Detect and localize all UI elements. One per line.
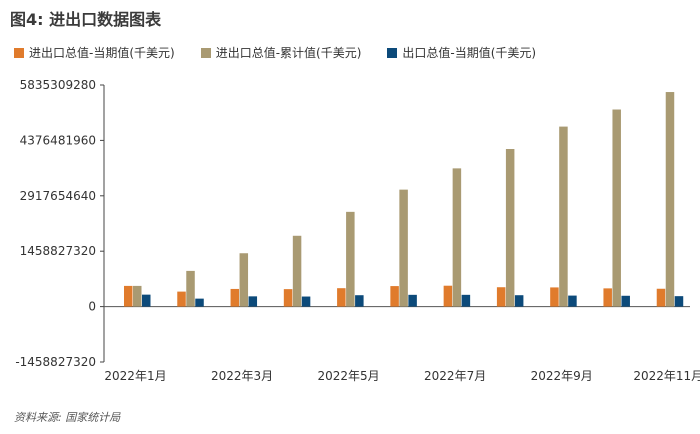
bar-series-1 xyxy=(390,286,399,307)
bar-series-2 xyxy=(399,189,408,307)
x-tick-label: 2022年9月 xyxy=(531,369,593,383)
bar-series-2 xyxy=(186,270,195,307)
legend-item-series-2: 进出口总值-累计值(千美元) xyxy=(200,44,362,61)
bar-series-2 xyxy=(452,168,462,307)
bar-series-1 xyxy=(283,289,293,307)
bar-series-1 xyxy=(230,288,240,307)
bar-series-3 xyxy=(461,294,471,307)
bar-series-1 xyxy=(177,291,186,307)
y-tick-label: -1458827320 xyxy=(15,355,96,369)
bar-series-3 xyxy=(142,294,151,307)
bar-series-1 xyxy=(443,285,453,307)
x-tick-label: 2022年1月 xyxy=(104,369,166,383)
bar-series-3 xyxy=(195,298,204,307)
bar-series-1 xyxy=(496,287,506,307)
x-tick-label: 2022年7月 xyxy=(424,369,486,383)
bar-series-3 xyxy=(568,295,577,307)
y-tick-label: 2917654640 xyxy=(20,189,96,203)
bar-series-1 xyxy=(337,288,346,307)
bar-series-2 xyxy=(612,109,621,307)
source-note: 资料来源: 国家统计局 xyxy=(14,411,121,424)
y-tick-label: 0 xyxy=(88,300,96,314)
legend-swatch-series-2 xyxy=(200,47,211,58)
x-tick-label: 2022年5月 xyxy=(317,369,379,383)
y-tick-label: 5835309280 xyxy=(20,78,96,92)
x-tick-label: 2022年3月 xyxy=(211,369,273,383)
legend-swatch-series-1 xyxy=(14,47,24,58)
bar-series-3 xyxy=(301,296,311,307)
legend-swatch-series-3 xyxy=(387,47,398,58)
bar-series-1 xyxy=(603,288,612,307)
bar-series-3 xyxy=(621,295,630,307)
bar-series-1 xyxy=(550,287,559,307)
y-tick-label: 1458827320 xyxy=(20,244,96,258)
bar-series-2 xyxy=(346,211,355,307)
legend: 进出口总值-当期值(千美元) 进出口总值-累计值(千美元) 出口总值-当期值(千… xyxy=(14,44,536,61)
y-tick-label: 4376481960 xyxy=(20,133,96,147)
bar-series-2 xyxy=(559,126,568,307)
legend-label-series-1: 进出口总值-当期值(千美元) xyxy=(29,46,175,60)
bar-series-3 xyxy=(408,294,417,307)
bar-series-1 xyxy=(124,285,133,307)
bar-series-2 xyxy=(505,149,515,307)
bar-series-3 xyxy=(355,295,364,307)
bar-series-2 xyxy=(133,285,142,307)
bar-series-3 xyxy=(248,296,258,307)
bar-series-3 xyxy=(674,296,684,307)
legend-item-series-1: 进出口总值-当期值(千美元) xyxy=(14,44,175,61)
legend-item-series-3: 出口总值-当期值(千美元) xyxy=(387,44,536,61)
legend-label-series-3: 出口总值-当期值(千美元) xyxy=(402,46,537,60)
bar-series-3 xyxy=(514,295,524,307)
x-tick-label: 2022年11月 xyxy=(633,369,700,383)
legend-label-series-2: 进出口总值-累计值(千美元) xyxy=(215,46,362,60)
bar-series-2 xyxy=(239,253,249,307)
chart-title: 图4: 进出口数据图表 xyxy=(10,10,162,29)
bar-series-1 xyxy=(656,288,666,307)
bar-series-2 xyxy=(665,92,675,307)
bar-series-2 xyxy=(292,235,302,307)
